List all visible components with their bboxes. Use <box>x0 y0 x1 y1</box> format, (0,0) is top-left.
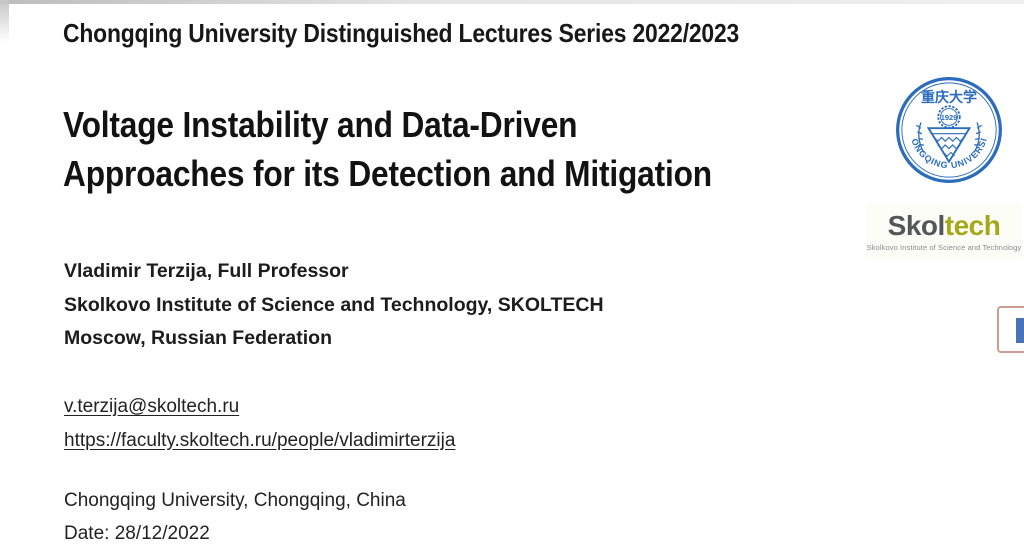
email-link[interactable]: v.terzija@skoltech.ru <box>64 396 240 417</box>
chongqing-university-logo: 重庆大学 1929 CHONGQING UNIVERSITY <box>889 62 1005 190</box>
capture-left-edge <box>0 0 9 42</box>
cqu-year: 1929 <box>941 113 958 122</box>
chongqing-university-seal-icon: 重庆大学 1929 CHONGQING UNIVERSITY <box>889 62 1002 183</box>
author-location: Moscow, Russian Federation <box>64 327 332 349</box>
cqu-chinese-name: 重庆大学 <box>921 89 977 105</box>
author-affiliation: Skolkovo Institute of Science and Techno… <box>64 293 604 316</box>
partial-overlay-control[interactable] <box>997 306 1024 353</box>
skoltech-word-dark: Skol <box>887 209 946 241</box>
venue-block: Chongqing University, Chongqing, China D… <box>64 484 406 550</box>
slide-title-line1: Voltage Instability and Data-Driven <box>63 104 578 145</box>
author-block: Vladimir Terzija, Full Professor Skolkov… <box>64 255 604 356</box>
skoltech-logo: Skoltech Skolkovo Institute of Science a… <box>866 203 1022 259</box>
skoltech-word-accent: tech <box>944 209 1001 241</box>
contact-links: v.terzija@skoltech.ru https://faculty.sk… <box>64 390 455 457</box>
slide-title: Voltage Instability and Data-Driven Appr… <box>63 100 712 198</box>
venue-line: Chongqing University, Chongqing, China <box>64 490 406 511</box>
profile-url-link[interactable]: https://faculty.skoltech.ru/people/vladi… <box>64 429 456 451</box>
skoltech-tagline: Skolkovo Institute of Science and Techno… <box>866 242 1022 252</box>
date-line: Date: 28/12/2022 <box>64 523 210 544</box>
capture-top-edge <box>0 0 1024 4</box>
skoltech-wordmark-icon: Skoltech <box>887 209 1001 241</box>
partial-overlay-glyph-icon <box>1016 318 1024 343</box>
slide-title-line2: Approaches for its Detection and Mitigat… <box>63 153 712 194</box>
lecture-series-header: Chongqing University Distinguished Lectu… <box>63 18 740 48</box>
author-name: Vladimir Terzija, Full Professor <box>64 260 349 282</box>
